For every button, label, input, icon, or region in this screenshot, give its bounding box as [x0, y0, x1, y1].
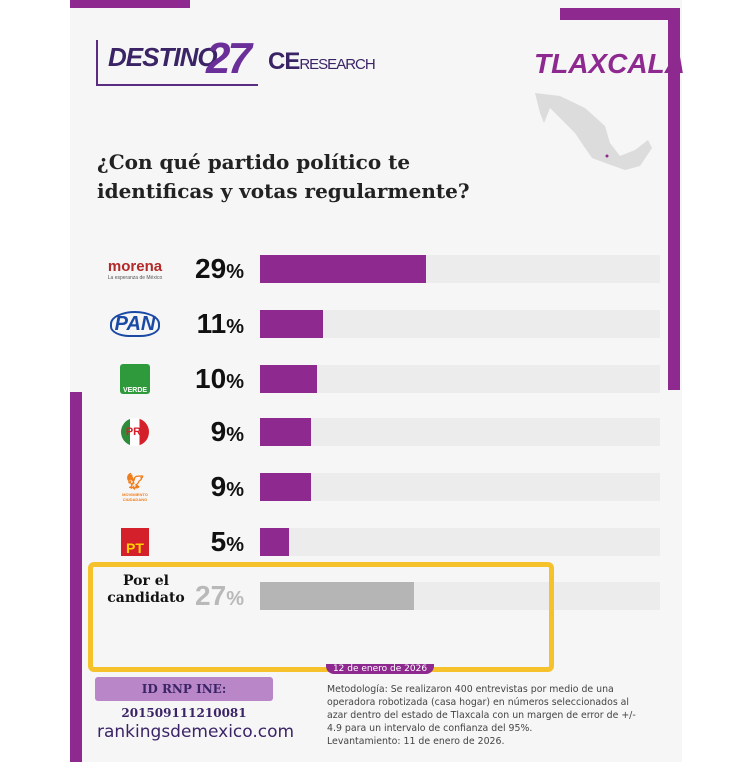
bar-value-label: 10% [195, 363, 244, 394]
bar-track [260, 528, 660, 556]
bar-row-pri: PRI 9% [90, 417, 660, 447]
ceresearch-logo: CERESEARCH [268, 48, 376, 75]
date-badge: 12 de enero de 2026 [326, 664, 434, 674]
state-title: TLAXCALA [534, 48, 685, 79]
bar-row-pan: PAN 11% [90, 309, 660, 339]
bar-track [260, 418, 660, 446]
bar-value-label: 29% [195, 253, 244, 284]
pan-logo-icon: PAN [100, 309, 170, 339]
methodology: Metodología: Se realizaron 400 entrevist… [327, 684, 636, 734]
bar-value-label: 9% [210, 416, 244, 447]
bar-row-verde: VERDE 10% [90, 364, 660, 394]
bar-movimiento-ciudadano [260, 473, 312, 501]
highlight-box [88, 562, 554, 672]
destino-logo: DESTINO [108, 42, 218, 72]
logo-frame [96, 40, 258, 86]
decor-strip [70, 0, 190, 8]
bar-track [260, 255, 660, 283]
bar-row-pt: PT 5% [90, 527, 660, 557]
bar-por-el-candidato [260, 582, 415, 610]
levantamiento: Levantamiento: 11 de enero de 2026. [327, 736, 505, 747]
rnp-id-badge: ID RNP INE: 201509111210081 [95, 677, 273, 720]
movimiento-ciudadano-logo-icon: 🦅︎ MOVIMIENTO CIUDADANO [122, 474, 148, 502]
bar-pan [260, 310, 323, 338]
website-link[interactable]: rankingsdemexico.com [97, 722, 295, 742]
bar-track [260, 473, 660, 501]
bar-verde [260, 365, 318, 393]
pri-logo-icon: PRI [100, 417, 170, 447]
por-el-candidato-logo-icon: Por el candidato [107, 573, 185, 606]
bar-track [260, 365, 660, 393]
destino-logo-number: 27 [206, 34, 252, 83]
verde-logo-icon: VERDE [100, 364, 170, 394]
decor-bar-left [70, 392, 82, 762]
pt-logo-icon: PT [100, 527, 170, 557]
bar-value-label: 5% [210, 526, 244, 557]
bar-value-label: 11% [196, 308, 244, 339]
bar-track [260, 582, 660, 610]
bar-track [260, 310, 660, 338]
bar-value-label: 9% [210, 471, 244, 502]
bar-row-por-el-candidato: Por el candidato 27% [90, 573, 660, 611]
bar-morena [260, 255, 426, 283]
decor-strip [560, 8, 680, 20]
bar-pt [260, 528, 289, 556]
mexico-map-icon [535, 93, 652, 170]
bar-pri [260, 418, 312, 446]
bar-value-label: 27% [195, 580, 244, 611]
methodology-text: Metodología: Se realizaron 400 entrevist… [327, 683, 647, 748]
decor-bar-right [668, 10, 680, 390]
bar-row-movimiento-ciudadano: 🦅︎ MOVIMIENTO CIUDADANO 9% [90, 472, 660, 502]
morena-logo-icon: morena La esperanza de México [107, 257, 163, 281]
chart-title: ¿Con qué partido político te identificas… [97, 150, 470, 203]
bar-row-morena: morena La esperanza de México 29% [90, 254, 660, 284]
